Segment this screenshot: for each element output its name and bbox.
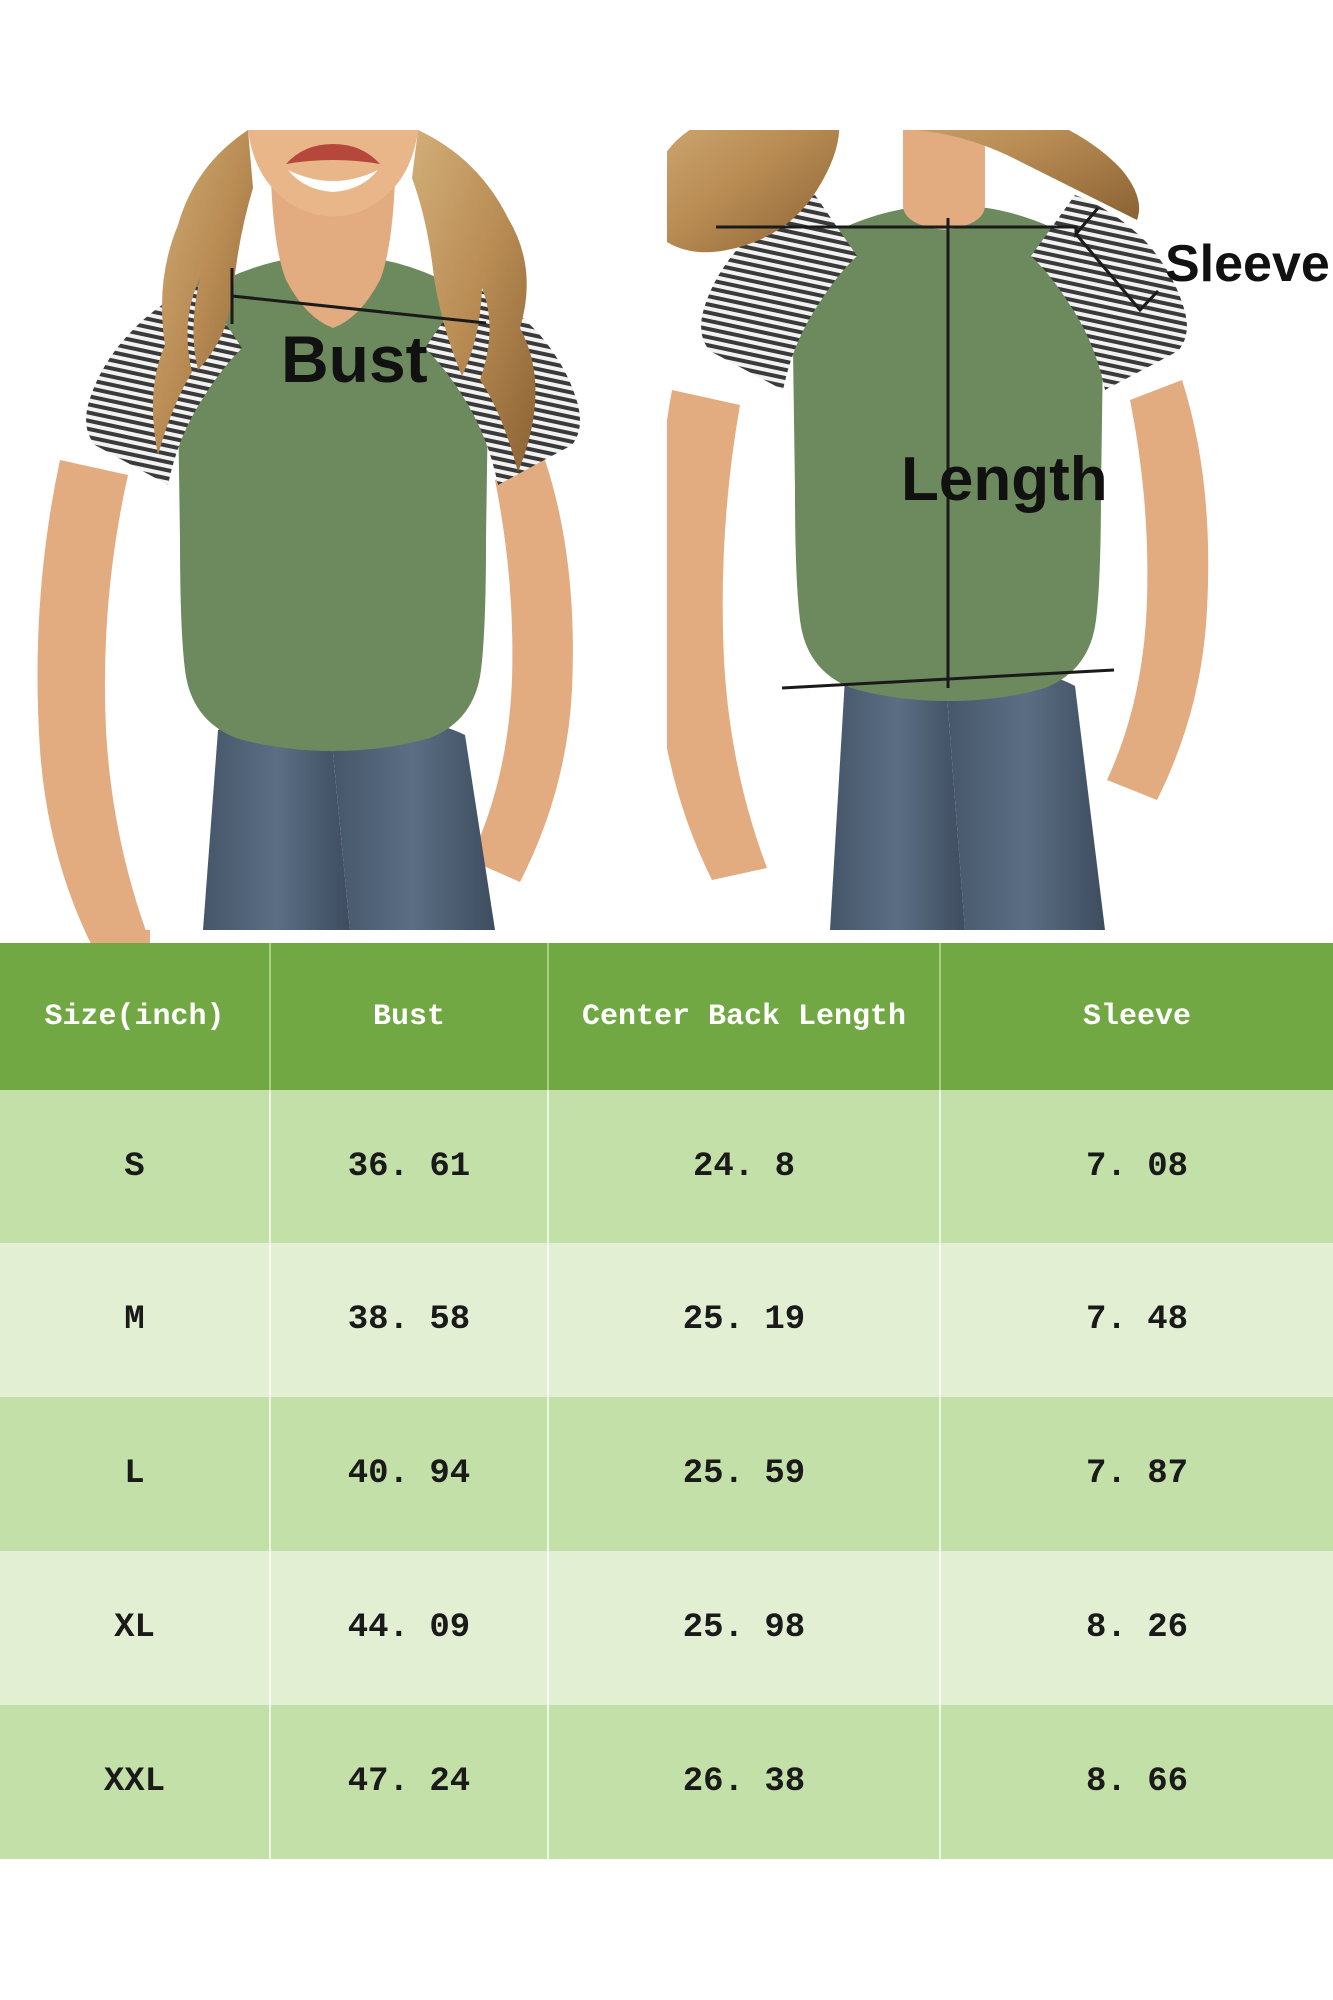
svg-text:Bust: Bust — [281, 322, 428, 396]
svg-text:Sleeve: Sleeve — [1165, 235, 1330, 293]
svg-text:Length: Length — [901, 445, 1108, 514]
